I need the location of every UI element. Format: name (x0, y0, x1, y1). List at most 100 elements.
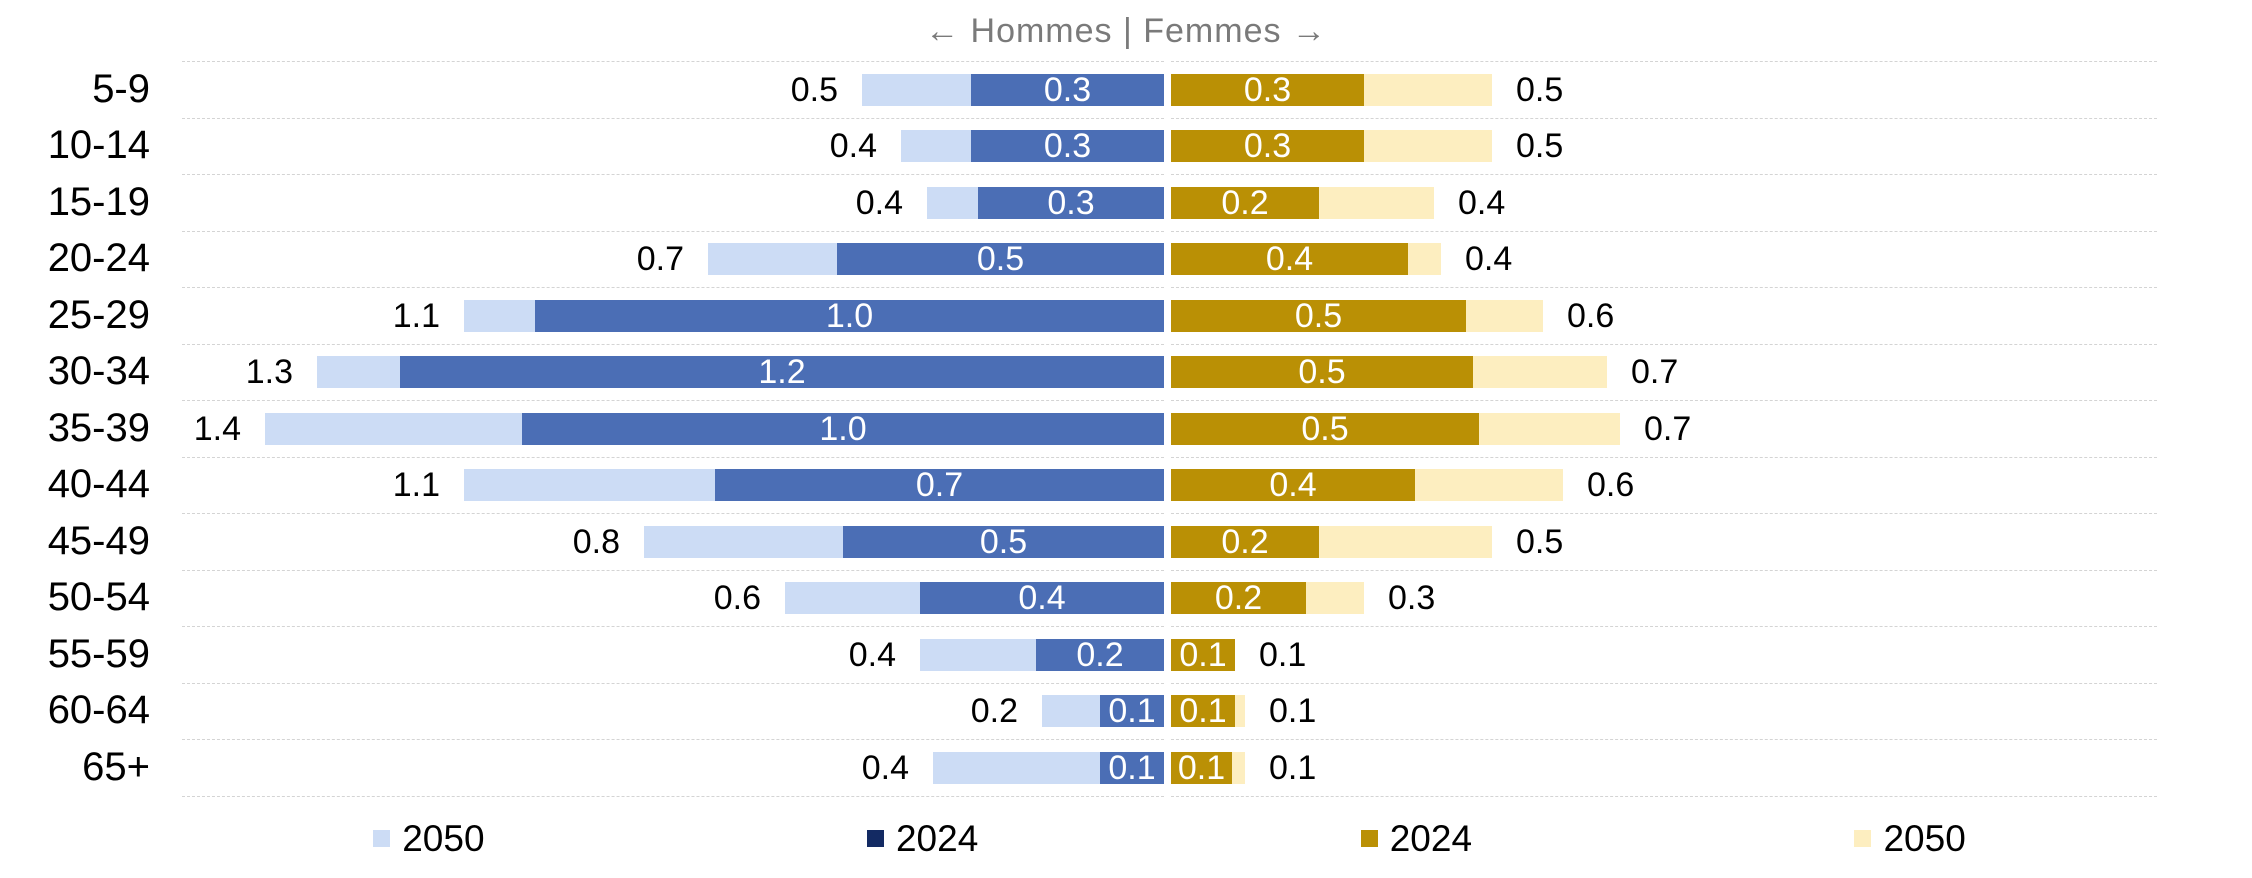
legend-item-3: 2050 (1854, 817, 1966, 859)
hommes-2050-value: 0.7 (636, 240, 684, 279)
femmes-2024-bar: 0.2 (1171, 579, 1306, 618)
center-gap (1164, 400, 1171, 457)
hommes-2024-value: 0.3 (1043, 127, 1092, 166)
age-label: 55-59 (47, 631, 150, 676)
center-gap (1164, 344, 1171, 401)
femmes-2050-value: 0.4 (1465, 240, 1513, 279)
age-label: 40-44 (47, 462, 150, 507)
hommes-2024-bar: 0.3 (978, 186, 1164, 220)
hommes-2024-value: 0.3 (1043, 70, 1092, 109)
hommes-2024-value: 1.2 (758, 353, 806, 392)
hommes-2024-bar: 0.1 (1100, 748, 1164, 787)
age-label: 30-34 (47, 349, 150, 394)
center-gap (1164, 118, 1171, 175)
femmes-2024-bar: 0.5 (1171, 296, 1466, 335)
femmes-2024-bar: 0.1 (1171, 694, 1235, 728)
age-row: 60-64 0.1 0.2 0.1 0.1 (0, 682, 2252, 740)
femmes-2024-bar: 0.3 (1171, 70, 1364, 109)
hommes-panel: 0.3 0.4 (182, 117, 1164, 175)
femmes-2050-value: 0.1 (1259, 635, 1307, 674)
hommes-2024-bar: 1.2 (400, 353, 1164, 392)
legend-swatch-2024 (1360, 829, 1378, 847)
femmes-2024-bar: 0.2 (1171, 183, 1319, 222)
hommes-panel: 0.1 0.4 (182, 739, 1164, 796)
femmes-2024-value: 0.4 (1269, 466, 1317, 505)
femmes-2024-value: 0.5 (1298, 353, 1346, 392)
femmes-2024-value: 0.5 (1294, 296, 1343, 335)
center-gap (1164, 513, 1171, 570)
age-label: 45-49 (47, 518, 150, 563)
age-row: 25-29 1.0 1.1 0.5 0.6 (0, 287, 2252, 344)
femmes-2024-value: 0.1 (1177, 748, 1226, 787)
femmes-panel-endline (1171, 795, 2157, 797)
chart-title: ← Hommes | Femmes → (925, 12, 1327, 50)
legend-item-0: 2050 (373, 817, 485, 859)
age-label: 50-54 (47, 575, 150, 620)
age-label: 65+ (82, 744, 150, 789)
femmes-2024-value: 0.2 (1214, 579, 1263, 618)
center-gap (1164, 739, 1171, 796)
femmes-panel: 0.1 0.1 (1171, 739, 2157, 796)
femmes-2050-value: 0.1 (1269, 748, 1317, 787)
age-row: 40-44 0.7 1.1 0.4 0.6 (0, 456, 2252, 514)
hommes-2050-value: 1.3 (245, 353, 293, 392)
age-row: 10-14 0.3 0.4 0.3 0.5 (0, 117, 2252, 175)
hommes-2024-value: 0.5 (976, 240, 1025, 279)
hommes-2024-bar: 0.5 (837, 240, 1164, 279)
femmes-2024-bar: 0.1 (1171, 635, 1235, 674)
femmes-2024-value: 0.3 (1243, 70, 1292, 109)
center-gap (1164, 570, 1171, 627)
femmes-panel: 0.1 0.1 (1171, 626, 2157, 683)
femmes-2050-value: 0.5 (1516, 127, 1564, 166)
hommes-2024-bar: 0.5 (843, 525, 1164, 559)
hommes-2024-value: 0.2 (1076, 635, 1124, 674)
hommes-2024-value: 1.0 (825, 296, 874, 335)
age-row: 20-24 0.5 0.7 0.4 0.4 (0, 230, 2252, 288)
hommes-panel: 0.2 0.4 (182, 626, 1164, 683)
age-row: 55-59 0.2 0.4 0.1 0.1 (0, 626, 2252, 683)
chart-plot-area: 5-9 0.3 0.5 0.3 0.5 10-14 0.3 0.4 0.3 0.5 15-19 0.3… (0, 61, 2252, 797)
age-label: 10-14 (47, 123, 150, 168)
femmes-panel: 0.3 0.5 (1171, 117, 2157, 175)
legend-swatch-2050 (373, 829, 391, 847)
center-gap (1164, 457, 1171, 514)
hommes-panel: 1.0 1.1 (182, 287, 1164, 344)
hommes-2024-bar: 0.3 (971, 127, 1164, 166)
hommes-2024-value: 0.4 (1018, 579, 1066, 618)
hommes-2050-value: 0.4 (829, 127, 877, 166)
hommes-2050-value: 0.6 (713, 579, 761, 618)
hommes-panel: 1.0 1.4 (182, 400, 1164, 457)
femmes-2050-value: 0.5 (1516, 522, 1564, 561)
center-gap (1164, 61, 1171, 118)
legend-label-3: 2050 (1883, 817, 1966, 859)
femmes-panel: 0.5 0.7 (1171, 343, 2157, 401)
legend-label-1: 2024 (895, 817, 979, 859)
femmes-2024-bar: 0.1 (1171, 748, 1232, 787)
femmes-panel: 0.5 0.7 (1171, 400, 2157, 457)
femmes-2024-bar: 0.4 (1171, 466, 1415, 505)
hommes-2050-value: 0.4 (848, 635, 896, 674)
hommes-panel: 0.4 0.6 (182, 569, 1164, 627)
hommes-2050-value: 0.2 (970, 692, 1018, 731)
femmes-2050-value: 0.5 (1516, 70, 1564, 109)
age-label: 35-39 (47, 405, 150, 450)
femmes-2050-value: 0.3 (1388, 579, 1436, 618)
femmes-panel: 0.2 0.4 (1171, 174, 2157, 231)
legend-label-2: 2024 (1389, 817, 1473, 859)
legend-label-0: 2050 (402, 817, 485, 859)
hommes-2050-value: 0.4 (855, 183, 903, 222)
femmes-2050-value: 0.7 (1631, 353, 1679, 392)
femmes-2024-value: 0.1 (1179, 635, 1227, 674)
hommes-2024-value: 0.1 (1108, 748, 1156, 787)
age-row: 15-19 0.3 0.4 0.2 0.4 (0, 174, 2252, 231)
age-row: 65+ 0.1 0.4 0.1 0.1 (0, 739, 2252, 796)
femmes-2050-value: 0.6 (1567, 296, 1615, 335)
center-gap (1164, 683, 1171, 740)
hommes-panel-endline (182, 795, 1164, 797)
hommes-2024-value: 1.0 (819, 409, 867, 448)
age-label: 25-29 (47, 292, 150, 337)
femmes-2024-value: 0.2 (1221, 183, 1269, 222)
hommes-2024-bar: 0.2 (1036, 635, 1164, 674)
femmes-2024-bar: 0.4 (1171, 242, 1408, 276)
hommes-2024-bar: 0.4 (920, 579, 1164, 618)
